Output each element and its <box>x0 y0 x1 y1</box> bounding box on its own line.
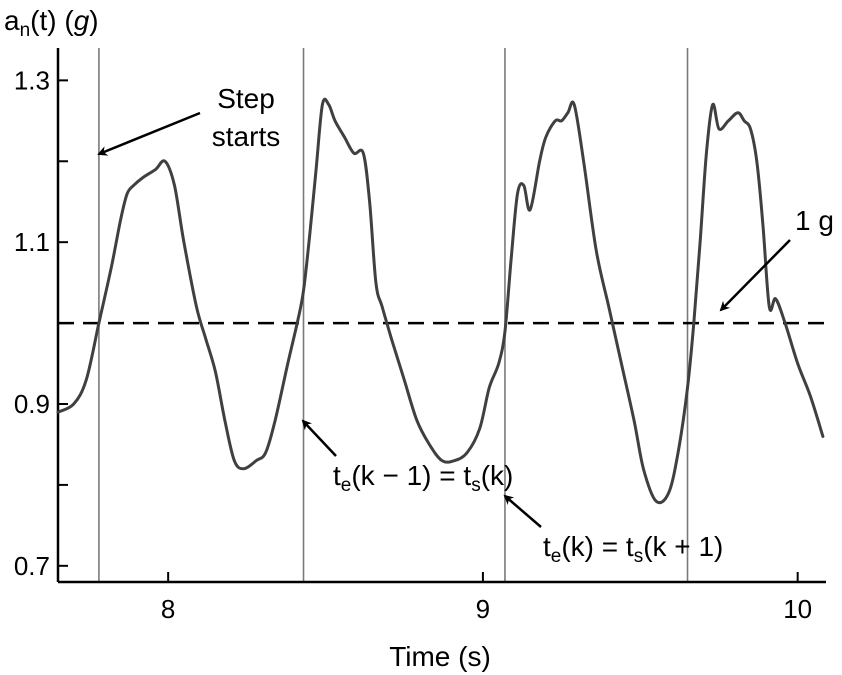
y-tick-label: 0.7 <box>14 551 50 581</box>
y-ticks: 0.7 0.9 1.1 1.3 <box>14 65 68 581</box>
x-ticks: 8 9 10 <box>161 572 812 624</box>
arrow-one-g <box>719 239 791 312</box>
annotation-boundary-1: te(k − 1) = ts(k) <box>333 460 513 496</box>
annotation-step-starts-line1: Step <box>217 83 275 114</box>
y-tick-label: 1.3 <box>14 65 50 95</box>
y-axis-label: an(t) (g) <box>4 5 99 41</box>
y-tick-label: 0.9 <box>14 389 50 419</box>
x-tick-label: 9 <box>476 594 490 624</box>
x-axis-label: Time (s) <box>389 641 491 672</box>
annotation-boundary-2: te(k) = ts(k + 1) <box>543 531 723 567</box>
arrow-step-starts <box>97 111 201 156</box>
axes <box>56 48 826 584</box>
y-tick-label: 1.1 <box>14 227 50 257</box>
annotation-one-g: 1 g <box>795 205 834 236</box>
arrow-boundary-1 <box>301 419 337 457</box>
series-line-acceleration <box>56 97 825 505</box>
arrow-boundary-2 <box>503 494 542 528</box>
annotation-step-starts-line2: starts <box>212 121 280 152</box>
x-tick-label: 10 <box>783 594 812 624</box>
step-boundary-lines <box>98 48 689 582</box>
x-tick-label: 8 <box>161 594 175 624</box>
